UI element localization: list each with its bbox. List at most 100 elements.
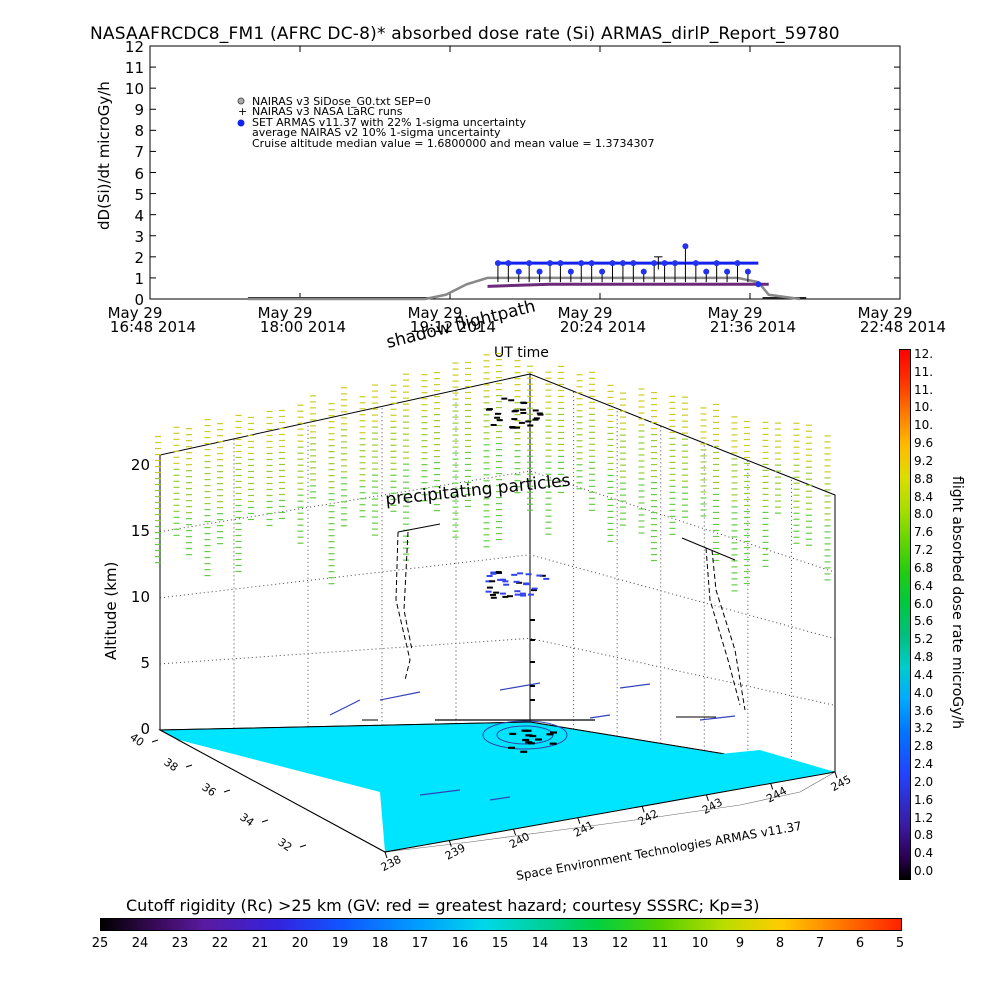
top-ytick-label: 9 bbox=[134, 101, 144, 120]
dose-tick-label: 10. bbox=[914, 418, 934, 433]
precipitating-particle-markers bbox=[155, 352, 831, 592]
floor-left-edge bbox=[159, 729, 386, 853]
dose-tick-label: 0.0 bbox=[914, 864, 934, 878]
rigidity-tick-label: 13 bbox=[571, 936, 589, 951]
dose-tick-label: 6.0 bbox=[914, 596, 934, 611]
lon-tick-mark bbox=[641, 806, 645, 813]
dose-tick-label: 8.0 bbox=[914, 507, 934, 522]
armas-point bbox=[494, 260, 501, 267]
top-xtick-time: 20:24 2014 bbox=[559, 318, 647, 336]
rigidity-tick-label: 23 bbox=[171, 936, 189, 951]
floor-contour bbox=[482, 720, 568, 750]
altitude-ylabel: Altitude (km) bbox=[102, 561, 120, 660]
top-xtick-time: 21:36 2014 bbox=[709, 318, 797, 336]
dose-tick-label: 3.2 bbox=[914, 721, 934, 736]
dose-tick-label: 5.6 bbox=[914, 614, 934, 629]
rigidity-tick-label: 24 bbox=[131, 936, 149, 951]
armas-point bbox=[672, 260, 678, 267]
top-xtick-day: May 29 bbox=[257, 304, 313, 322]
rigidity-tick-label: 19 bbox=[331, 936, 349, 951]
rigidity-tick-label: 10 bbox=[691, 936, 709, 951]
dose-tick-label: 2.0 bbox=[914, 774, 934, 789]
lat-tick-label: 34 bbox=[237, 810, 256, 829]
legend-symbol-plus: + bbox=[238, 105, 247, 118]
top-ytick-label: 2 bbox=[134, 248, 144, 267]
rigidity-tick-label: 7 bbox=[815, 936, 825, 951]
wall-grid bbox=[159, 390, 836, 765]
dose-tick-label: 1.6 bbox=[914, 792, 934, 807]
floor-contour bbox=[419, 789, 461, 796]
armas-point bbox=[640, 268, 647, 275]
lat-tick-label: 36 bbox=[199, 780, 218, 799]
dose-tick-label: 6.4 bbox=[914, 578, 934, 593]
floor-contour bbox=[379, 691, 421, 701]
dose-colorbar-label: flight absorbed dose rate microGy/h bbox=[949, 476, 965, 729]
dose-tick-label: 9.2 bbox=[914, 453, 934, 468]
lon-tick-mark bbox=[834, 771, 838, 779]
top-marks bbox=[149, 45, 901, 301]
altitude-tick-label: 5 bbox=[140, 653, 150, 672]
armas-point bbox=[619, 260, 626, 267]
top-ytick-label: 6 bbox=[134, 164, 144, 183]
lon-tick-mark bbox=[770, 783, 774, 790]
grid-line bbox=[159, 470, 836, 573]
lat-tick-label: 32 bbox=[275, 835, 294, 854]
top-ytick-label: 1 bbox=[134, 269, 144, 288]
dose-tick-label: 3.6 bbox=[914, 703, 934, 718]
top-xtick-day: May 29 bbox=[557, 304, 613, 322]
altitude-tick-label: 10 bbox=[130, 587, 150, 606]
dose-tick-label: 4.0 bbox=[914, 685, 934, 700]
flight-path-marks bbox=[395, 397, 746, 753]
descent-path bbox=[711, 549, 746, 711]
cruise-segment bbox=[681, 537, 736, 561]
rigidity-tick-label: 15 bbox=[491, 936, 509, 951]
armas-point bbox=[526, 260, 533, 267]
top-ytick-label: 5 bbox=[134, 185, 144, 204]
cruise-segment bbox=[397, 523, 441, 533]
floor-contour bbox=[619, 683, 651, 689]
climb-path bbox=[403, 531, 413, 651]
floor-front-edge bbox=[384, 771, 836, 853]
dose-tick-label: 9.6 bbox=[914, 436, 934, 451]
lon-tick-mark bbox=[577, 817, 581, 824]
dose-tick-label: 2.8 bbox=[914, 739, 934, 754]
top-ytick-label: 7 bbox=[134, 143, 144, 162]
dose-tick-label: 5.2 bbox=[914, 632, 934, 647]
legend-entry-4: Cruise altitude median value = 1.6800000… bbox=[252, 137, 655, 150]
dose-colorbar bbox=[899, 349, 911, 880]
top-xtick-time: 18:00 2014 bbox=[259, 318, 347, 336]
climb-path bbox=[395, 531, 411, 681]
armas-point bbox=[547, 260, 553, 267]
rigidity-tick-label: 8 bbox=[775, 936, 785, 951]
dose-tick-label: 4.4 bbox=[914, 667, 934, 682]
lat-tick-mark bbox=[151, 739, 159, 743]
dose-tick-label: 11. bbox=[914, 382, 934, 397]
dose-tick-label: 4.8 bbox=[914, 650, 934, 665]
legend-entry-0: NAIRAS v3 SiDose_G0.txt SEP=0 bbox=[252, 95, 431, 108]
top-ytick-label: 8 bbox=[134, 122, 144, 141]
top-ytick-label: 4 bbox=[134, 206, 144, 225]
top-xtick-day: May 29 bbox=[707, 304, 763, 322]
rigidity-tick-label: 5 bbox=[895, 936, 905, 951]
armas-point bbox=[755, 281, 762, 288]
armas-point bbox=[734, 260, 741, 267]
armas-point bbox=[515, 268, 522, 275]
lon-tick-label: 238 bbox=[379, 853, 404, 874]
top-xlabel: UT time bbox=[494, 345, 549, 361]
floor-contour bbox=[589, 714, 611, 719]
lon-tick-mark bbox=[705, 794, 709, 802]
figure-title: NASAAFRCDC8_FM1 (AFRC DC-8)* absorbed do… bbox=[90, 24, 840, 44]
lon-tick-label: 245 bbox=[829, 773, 854, 794]
nairas-larc-line bbox=[487, 282, 769, 288]
armas-point bbox=[599, 268, 606, 275]
lon-tick-mark bbox=[448, 840, 452, 847]
legend-entry-1: NAIRAS v3 NASA LaRC runs bbox=[252, 105, 403, 118]
dose-tick-label: 12. bbox=[914, 347, 934, 361]
floor-contour bbox=[489, 796, 511, 801]
rigidity-tick-label: 11 bbox=[651, 936, 669, 951]
dose-timeseries-chart: + bbox=[149, 45, 901, 301]
rigidity-tick-label: 25 bbox=[91, 936, 109, 951]
rigidity-tick-label: 22 bbox=[211, 936, 229, 951]
legend-symbol-armas bbox=[237, 119, 245, 127]
